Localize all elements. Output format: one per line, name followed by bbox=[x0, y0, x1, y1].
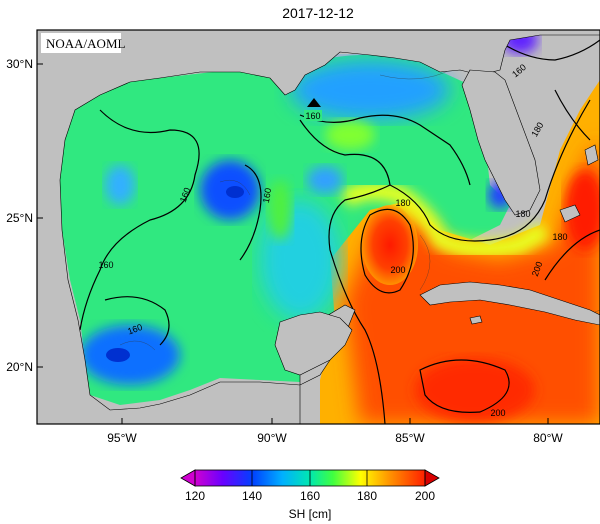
campeche-core bbox=[106, 348, 130, 362]
contour-lines bbox=[79, 39, 600, 424]
colorbar-label: SH [cm] bbox=[289, 507, 332, 521]
colorbar-right-arrow bbox=[424, 469, 440, 487]
contour-160-north bbox=[299, 114, 471, 186]
contour-200-east bbox=[544, 229, 600, 281]
credit-text: NOAA/AOML bbox=[46, 36, 126, 51]
mid-low bbox=[307, 166, 343, 194]
colorbar-tick: 120 bbox=[185, 489, 205, 503]
contour-label: 160 bbox=[261, 187, 273, 204]
lat-label-20: 20°N bbox=[6, 360, 33, 374]
credit-box: NOAA/AOML bbox=[41, 33, 126, 53]
green-ridge-west bbox=[268, 180, 292, 240]
contour-180-atlantic bbox=[554, 89, 591, 141]
west-low bbox=[105, 165, 135, 205]
southern-warm-core bbox=[415, 358, 535, 422]
colorbar-tick: 200 bbox=[415, 489, 435, 503]
contour-label: 160 bbox=[178, 186, 193, 204]
bahamas-1 bbox=[559, 204, 581, 223]
contour-180-florida bbox=[389, 99, 591, 242]
northern-gulf-low bbox=[290, 60, 450, 120]
buoy-marker-icon bbox=[307, 98, 321, 107]
contour-160-west bbox=[79, 109, 200, 331]
plot-frame bbox=[36, 29, 600, 425]
contour-label: 160 bbox=[126, 322, 144, 337]
contour-160-atlantic bbox=[504, 39, 600, 61]
colorbar-tick: 160 bbox=[300, 489, 320, 503]
transition-band bbox=[339, 182, 550, 258]
cuba bbox=[419, 281, 600, 326]
green-ridge bbox=[325, 120, 375, 150]
lon-label-95: 95°W bbox=[107, 431, 137, 445]
map-plot bbox=[37, 30, 600, 424]
lon-label-85: 85°W bbox=[395, 431, 425, 445]
florida-peninsula bbox=[461, 69, 541, 216]
contour-label: 180 bbox=[552, 232, 567, 242]
map-title: 2017-12-12 bbox=[282, 5, 354, 21]
colorbar-tick: 140 bbox=[242, 489, 262, 503]
lat-label-30: 30°N bbox=[6, 57, 33, 71]
yucatan-peninsula bbox=[274, 311, 353, 376]
contour-200-south bbox=[419, 359, 510, 413]
colorbar-left-arrow bbox=[180, 469, 196, 487]
loop-current-eddy bbox=[362, 205, 418, 285]
lon-label-90: 90°W bbox=[257, 431, 287, 445]
contour-200-eddy bbox=[360, 208, 414, 294]
contour-labels: 160 160 160 160 160 180 180 180 200 200 … bbox=[98, 62, 567, 418]
contour-160-central bbox=[239, 164, 262, 261]
eastern-warm-core bbox=[565, 170, 600, 250]
contour-label: 180 bbox=[515, 209, 530, 219]
tick-marks bbox=[37, 63, 549, 424]
contour-label: 160 bbox=[305, 111, 320, 121]
land-masses bbox=[37, 30, 600, 424]
bahamas-2 bbox=[584, 144, 599, 166]
contour-180-loop bbox=[299, 119, 391, 424]
contour-label: 160 bbox=[98, 260, 113, 270]
colorbar-tick: 180 bbox=[357, 489, 377, 503]
colorbar: 120 140 160 180 200 SH [cm] bbox=[180, 469, 440, 521]
lat-label-25: 25°N bbox=[6, 211, 33, 225]
contour-label: 200 bbox=[390, 265, 405, 275]
central-core bbox=[226, 186, 244, 198]
contour-label: 200 bbox=[490, 408, 505, 418]
lon-label-80: 80°W bbox=[533, 431, 563, 445]
isle-of-youth bbox=[469, 315, 483, 325]
contour-160-ring bbox=[104, 296, 170, 346]
contour-label: 180 bbox=[395, 198, 410, 208]
contour-label: 200 bbox=[530, 260, 545, 278]
